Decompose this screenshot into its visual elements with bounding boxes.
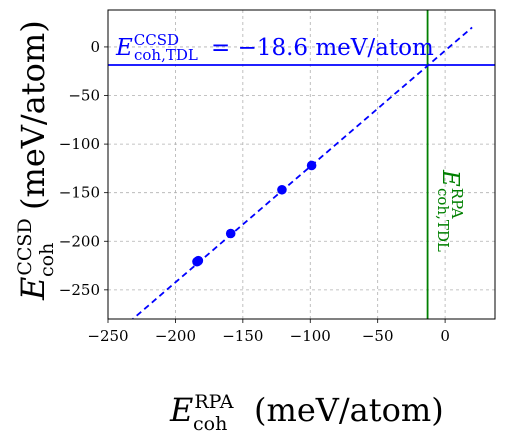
y-axis-label-main: E <box>14 277 52 301</box>
hline-label-sup: CCSD <box>134 31 179 49</box>
vline-label-sub: coh,TDL <box>434 188 452 252</box>
x-tick-label: −50 <box>362 327 394 345</box>
vline-label-sup: RPA <box>448 188 466 219</box>
y-axis-label-sub: coh <box>36 243 58 277</box>
x-axis-title: ERPA coh (meV/atom) <box>169 391 444 435</box>
hline-label-sub: coh,TDL <box>134 46 198 64</box>
hline-annotation: ECCSD coh,TDL = −18.6 meV/atom <box>115 31 434 64</box>
hline-label-value: = −18.6 meV/atom <box>211 35 434 61</box>
fit-line <box>131 26 473 319</box>
y-axis-label-unit: (meV/atom) <box>14 20 52 210</box>
x-tick-label: 0 <box>440 327 450 345</box>
svg-text:ECCSDcoh(meV/atom): ECCSDcoh (meV/atom) <box>14 20 58 301</box>
y-axis-title: ECCSDcoh (meV/atom) <box>14 20 58 301</box>
hline-label-main: E <box>115 35 133 61</box>
grid <box>107 10 495 319</box>
tick-labels: −250 −200 −150 −100 −50 0 −250 −200 −150 −100 −50 0 <box>59 38 450 345</box>
y-tick-label: −100 <box>59 135 100 153</box>
x-axis-label-sup: RPA <box>194 391 233 413</box>
y-tick-label: −50 <box>68 87 100 105</box>
x-tick-label: −150 <box>222 327 263 345</box>
y-tick-label: 0 <box>90 38 100 56</box>
data-point <box>193 255 204 266</box>
vline-annotation: ERPAcoh,TDL <box>434 169 466 252</box>
x-tick-label: −250 <box>87 327 128 345</box>
y-tick-label: −150 <box>59 184 100 202</box>
svg-text:ERPAcoh,TDL: ERPAcoh,TDL <box>434 169 466 252</box>
vline-label-main: E <box>437 169 463 187</box>
y-tick-label: −250 <box>59 281 100 299</box>
x-axis-label-sub: coh <box>193 413 227 435</box>
y-axis-label-sup: CCSD <box>14 218 36 275</box>
plot-area <box>108 10 495 319</box>
tick-marks <box>104 46 446 323</box>
x-tick-label: −200 <box>155 327 196 345</box>
x-axis-label-unit: (meV/atom) <box>254 391 444 429</box>
y-tick-label: −200 <box>59 232 100 250</box>
x-axis-label-main: E <box>169 391 193 429</box>
x-tick-label: −100 <box>290 327 331 345</box>
plot-frame <box>107 9 496 320</box>
